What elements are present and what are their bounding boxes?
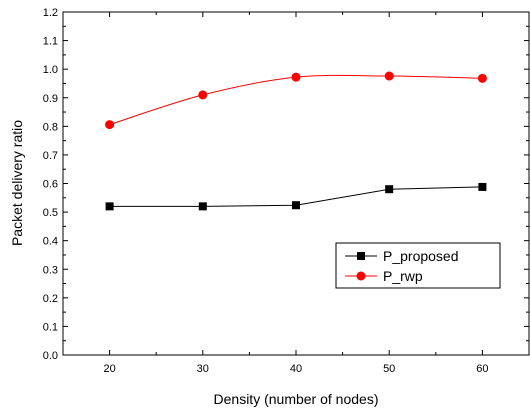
plot-frame xyxy=(62,11,530,356)
legend-label-p-proposed: P_proposed xyxy=(383,248,459,264)
data-point-p-proposed xyxy=(105,202,114,211)
data-point-p-proposed xyxy=(292,201,300,210)
x-tick-label: 30 xyxy=(197,363,209,375)
legend-label-p-rwp: P_rwp xyxy=(383,268,423,284)
y-tick-label: 1.0 xyxy=(43,64,58,76)
data-point-p-rwp xyxy=(198,90,208,100)
y-tick-label: 0.5 xyxy=(43,207,58,219)
series-layer xyxy=(105,71,487,211)
data-point-p-rwp xyxy=(477,73,487,83)
y-tick-label: 1.2 xyxy=(43,7,58,19)
legend-box xyxy=(335,242,501,289)
y-tick-label: 0.3 xyxy=(43,264,58,276)
data-point-p-proposed xyxy=(198,202,207,211)
y-tick-label: 0.0 xyxy=(43,350,58,362)
y-tick-label: 0.2 xyxy=(43,293,58,305)
y-tick-label: 0.4 xyxy=(43,236,58,248)
data-point-p-proposed xyxy=(385,185,394,194)
x-tick-label: 60 xyxy=(476,363,488,375)
y-axis-ticks: 0.0 0.1 0.2 0.3 0.4 0.5 0.6 0.7 0.8 0.9 1.0 1.1 1.2 xyxy=(43,7,529,362)
series-line-p-rwp xyxy=(109,74,483,126)
legend: P_proposed P_rwp xyxy=(335,242,501,289)
x-axis-ticks: 20 30 40 50 60 xyxy=(103,12,489,375)
y-tick-label: 0.9 xyxy=(43,93,58,105)
x-axis-label: Density (number of nodes) xyxy=(214,391,379,407)
data-point-p-rwp xyxy=(384,71,394,81)
data-point-p-rwp xyxy=(105,120,115,130)
data-point-p-proposed xyxy=(478,182,487,191)
legend-marker-p-rwp xyxy=(356,271,366,281)
x-tick-label: 20 xyxy=(103,363,115,375)
y-tick-label: 0.8 xyxy=(43,121,58,133)
x-tick-label: 50 xyxy=(383,363,395,375)
y-tick-label: 0.6 xyxy=(43,179,58,191)
x-tick-label: 40 xyxy=(290,363,302,375)
legend-marker-p-proposed xyxy=(357,252,365,260)
y-tick-label: 1.1 xyxy=(43,36,58,48)
y-tick-label: 0.1 xyxy=(43,321,58,333)
y-axis-label: Packet delivery ratio xyxy=(9,120,25,246)
data-point-p-rwp xyxy=(291,72,301,82)
y-tick-label: 0.7 xyxy=(43,150,58,162)
